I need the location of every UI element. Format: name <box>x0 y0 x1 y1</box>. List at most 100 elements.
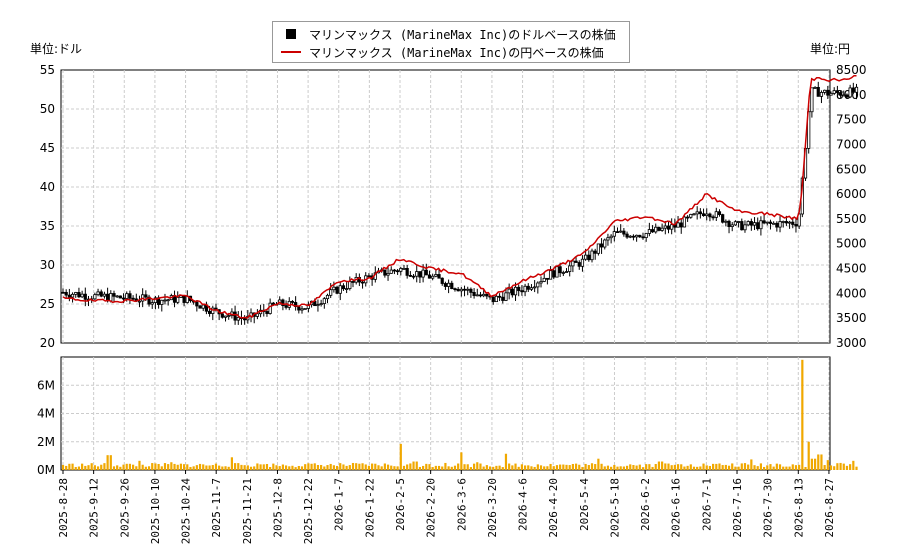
candle-body <box>533 286 537 289</box>
volume-bar <box>77 466 81 470</box>
candle-body <box>360 281 365 284</box>
volume-bar <box>326 465 329 470</box>
candle-body <box>472 292 476 296</box>
candle-body <box>434 274 438 277</box>
volume-bar <box>441 466 444 470</box>
candle-body <box>335 286 339 294</box>
right-tick-label: 6000 <box>836 187 867 201</box>
volume-bar <box>810 458 813 470</box>
candle-body <box>411 275 416 278</box>
volume-bar <box>409 463 412 470</box>
volume-bar <box>645 464 648 470</box>
volume-bar <box>390 465 393 470</box>
volume-bar <box>584 463 587 470</box>
candle-body <box>99 291 103 297</box>
volume-bar <box>740 463 743 470</box>
candle-body <box>497 295 502 298</box>
candle-body <box>507 288 511 294</box>
candle-body <box>303 308 307 310</box>
candle-body <box>584 254 588 260</box>
volume-bar <box>211 465 214 470</box>
candle-body <box>781 221 785 223</box>
volume-bar <box>747 464 750 470</box>
volume-bar <box>737 466 740 470</box>
left-tick-label: 20 <box>40 336 55 350</box>
volume-bar <box>269 466 272 470</box>
candle-body <box>61 291 65 294</box>
volume-bar <box>128 463 132 470</box>
candle-body <box>526 285 530 290</box>
candle-body <box>115 295 119 298</box>
volume-bar <box>610 466 613 470</box>
volume-bar <box>221 466 224 470</box>
volume-bar <box>355 463 358 470</box>
volume-bar <box>785 466 788 470</box>
candle-body <box>571 260 575 267</box>
volume-bar <box>578 464 581 470</box>
volume-bar <box>167 464 170 470</box>
volume-bar <box>109 455 112 470</box>
volume-bar <box>724 464 727 470</box>
candle-body <box>772 222 776 225</box>
volume-bar <box>186 464 189 470</box>
volume-bar <box>629 464 632 470</box>
candle-body <box>692 213 696 216</box>
volume-bar <box>103 463 106 470</box>
candle-body <box>405 268 409 276</box>
candle-body <box>147 296 151 305</box>
volume-bar <box>833 466 836 470</box>
candle-body <box>408 275 412 277</box>
candle-body <box>733 221 738 226</box>
left-tick-label: 55 <box>40 63 55 77</box>
volume-bar <box>651 466 654 470</box>
volume-bar <box>74 466 77 470</box>
volume-bar <box>804 466 807 470</box>
candle-body <box>415 271 419 277</box>
volume-bar <box>320 464 323 470</box>
volume-bar <box>616 466 619 470</box>
volume-bar <box>632 464 635 470</box>
volume-bar <box>705 465 708 470</box>
volume-bar <box>163 463 167 470</box>
candle-body <box>418 271 422 278</box>
volume-bar <box>549 463 552 470</box>
candle-body <box>829 93 833 96</box>
volume-bar <box>635 465 638 470</box>
candle-body <box>201 304 205 309</box>
right-tick-label: 5000 <box>836 237 867 251</box>
candle-body <box>552 270 556 278</box>
candle-body <box>166 299 170 302</box>
volume-bar <box>661 461 664 470</box>
candle-body <box>542 277 546 282</box>
candle-body <box>622 230 626 235</box>
candle-body <box>736 221 741 223</box>
x-tick-label: 2026-8-27 <box>823 478 836 538</box>
volume-bar <box>727 465 731 470</box>
left-tick-label: 45 <box>40 141 55 155</box>
volume-bar <box>84 465 87 470</box>
candle-body <box>478 294 483 297</box>
candle-body <box>195 301 199 307</box>
volume-bar <box>307 463 310 470</box>
candle-body <box>711 216 715 219</box>
volume-bar <box>90 463 93 470</box>
volume-bar <box>581 466 584 470</box>
volume-bar <box>147 466 151 470</box>
candle-body <box>424 269 428 276</box>
candle-body <box>300 308 304 311</box>
candle-body <box>768 221 773 224</box>
candle-body <box>854 86 859 93</box>
volume-bar <box>823 465 826 470</box>
candle-body <box>118 295 122 299</box>
volume-bar <box>450 466 453 470</box>
candle-body <box>402 268 406 270</box>
candle-body <box>77 292 81 298</box>
legend-label-jpy: マリンマックス (MarineMax Inc)の円ベースの株価 <box>309 45 604 60</box>
volume-bar <box>87 465 90 470</box>
volume-bar <box>453 465 457 470</box>
candle-body <box>482 293 486 297</box>
x-tick-label: 2026-5-4 <box>578 478 591 531</box>
volume-bar <box>622 466 625 470</box>
candle-body <box>743 224 747 231</box>
candle-body <box>462 288 467 291</box>
